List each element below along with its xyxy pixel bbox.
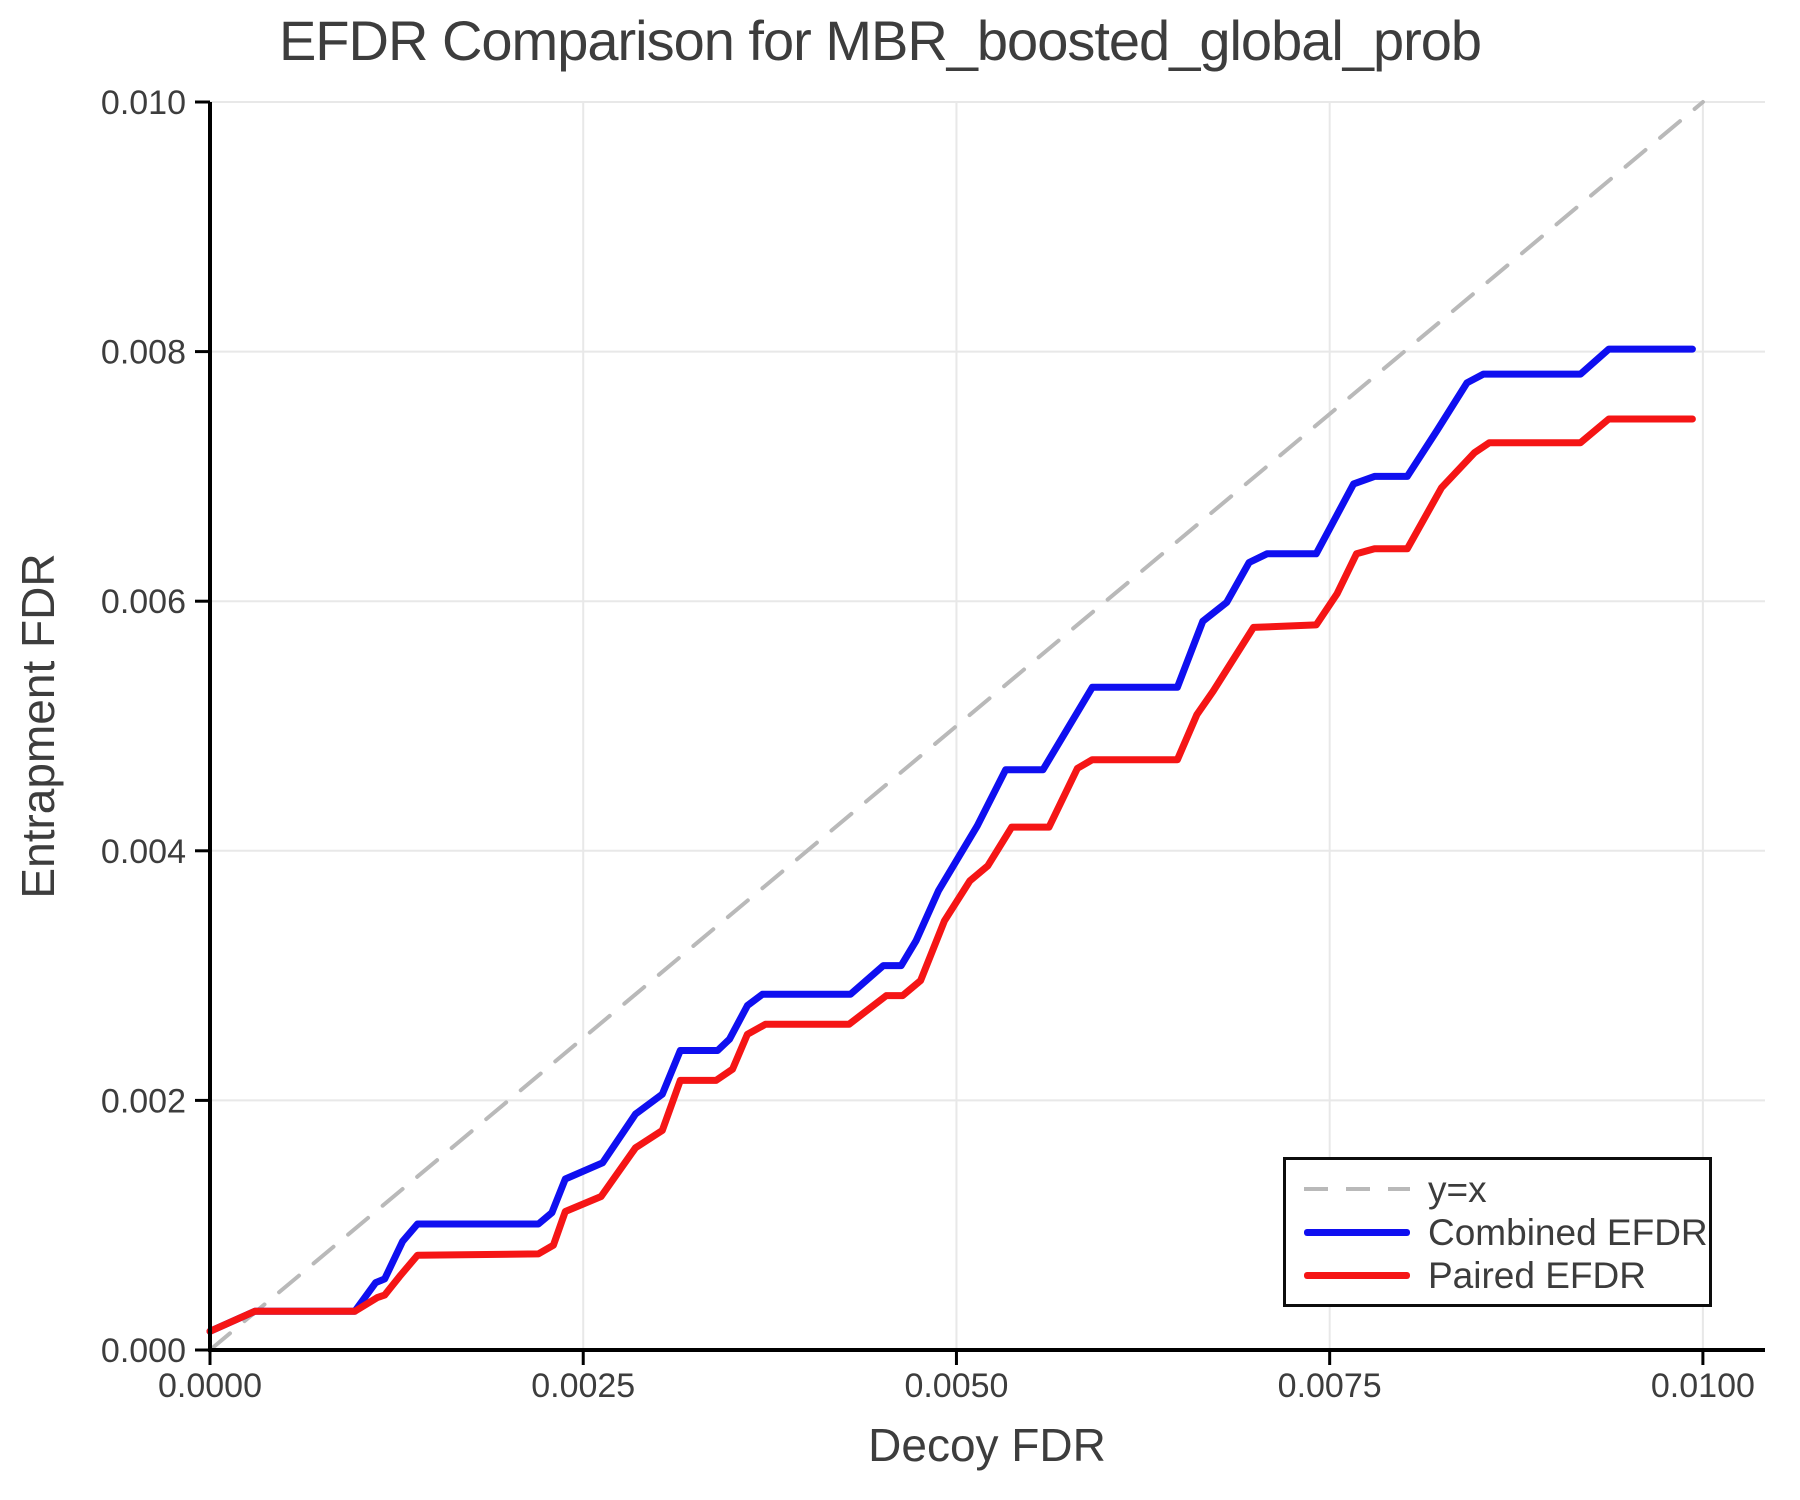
y-tick-label: 0.006 <box>101 583 186 621</box>
y-tick-label: 0.008 <box>101 334 186 372</box>
y-tick-label: 0.004 <box>101 833 186 871</box>
dashed-line-swatch-icon <box>1304 1187 1410 1191</box>
red-line-swatch-icon <box>1304 1271 1410 1279</box>
series-combined-efdr-line <box>206 345 1696 1335</box>
x-tick-label: 0.0025 <box>531 1367 635 1405</box>
legend: y=x Combined EFDR Paired EFDR <box>1283 1157 1712 1307</box>
x-axis-label: Decoy FDR <box>868 1419 1106 1471</box>
y-tick-label: 0.010 <box>101 84 186 122</box>
legend-label-paired-efdr: Paired EFDR <box>1428 1254 1646 1296</box>
series-identity-line <box>208 100 1705 1352</box>
series-paired-efdr-line <box>206 415 1696 1335</box>
x-tick-label: 0.0000 <box>158 1367 262 1405</box>
legend-label-combined-efdr: Combined EFDR <box>1428 1211 1708 1253</box>
y-axis-label: Entrapment FDR <box>12 553 64 899</box>
legend-item-combined-efdr: Combined EFDR <box>1304 1212 1709 1252</box>
blue-line-swatch-icon <box>1304 1228 1410 1236</box>
legend-item-identity-line: y=x <box>1304 1169 1709 1209</box>
y-tick-label: 0.000 <box>101 1332 186 1370</box>
legend-item-paired-efdr: Paired EFDR <box>1304 1255 1709 1295</box>
y-tick-label: 0.002 <box>101 1082 186 1120</box>
chart-title: EFDR Comparison for MBR_boosted_global_p… <box>278 9 1482 72</box>
x-tick-label: 0.0075 <box>1278 1367 1382 1405</box>
x-tick-label: 0.0050 <box>904 1367 1008 1405</box>
legend-label-identity: y=x <box>1428 1168 1487 1210</box>
x-tick-label: 0.0100 <box>1651 1367 1755 1405</box>
